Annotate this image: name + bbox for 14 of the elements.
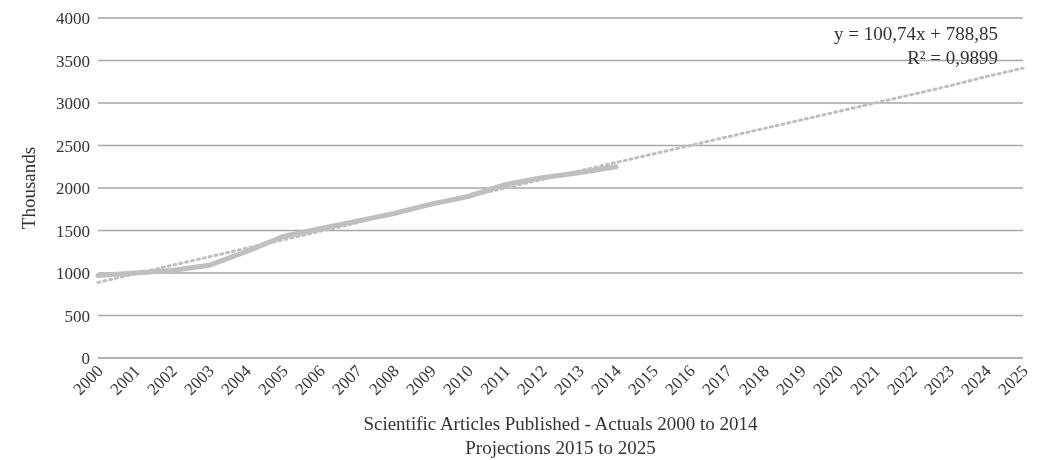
x-axis-title: Scientific Articles Published - Actuals 2000 to 2014 Projections 2015 to 2025: [363, 413, 759, 458]
y-axis-title: Thousands: [17, 146, 39, 230]
y-tick-label: 3500: [56, 51, 90, 71]
y-tick-label: 2000: [56, 179, 90, 199]
line-series: [96, 66, 1025, 284]
annotation: R² = 0,9899: [906, 46, 998, 70]
y-tick-label: 4000: [56, 9, 90, 29]
annotation: y = 100,74x + 788,85: [834, 22, 998, 46]
y-tick-label: 2500: [56, 136, 90, 156]
y-tick-label: 0: [81, 349, 90, 369]
y-tick-label: 500: [64, 306, 90, 326]
y-tick-label: 1000: [56, 264, 90, 284]
y-tick-label: 3000: [56, 94, 90, 114]
y-tick-label: 1500: [56, 221, 90, 241]
